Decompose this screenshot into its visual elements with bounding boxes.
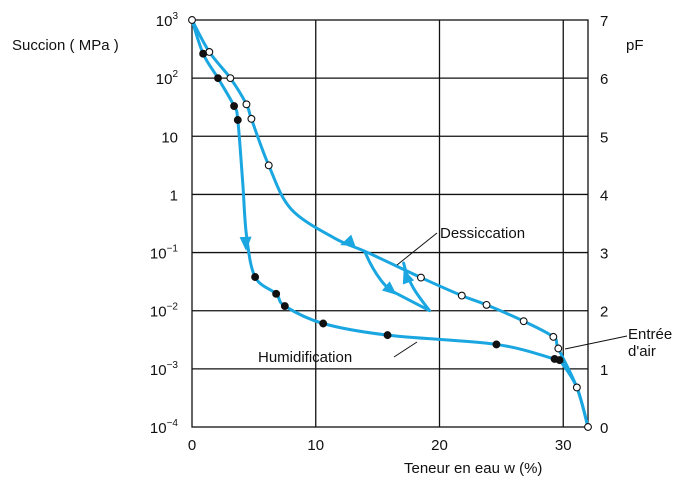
y-tick-exponent: −2 <box>167 302 179 313</box>
dessiccation-point <box>519 317 528 326</box>
x-tick-label: 20 <box>431 437 448 454</box>
y-tick-label-right: 7 <box>600 13 608 30</box>
humidification-point <box>492 340 501 349</box>
y-tick-base: 10 <box>156 13 173 30</box>
y-tick-label-right: 2 <box>600 304 608 321</box>
plot-frame <box>191 19 589 428</box>
data-markers <box>188 16 592 431</box>
arrowhead <box>382 281 397 295</box>
dessiccation-point <box>226 74 235 83</box>
y-tick-exponent: 2 <box>172 69 178 80</box>
x-axis-label: Teneur en eau w (%) <box>404 460 542 477</box>
y-tick-base: 10 <box>150 362 167 379</box>
humidification-point <box>199 49 208 58</box>
humidification-point <box>383 331 392 340</box>
leader-entree <box>564 335 628 350</box>
y-axis-label-right: pF <box>626 37 644 54</box>
dessiccation-curve <box>190 18 590 429</box>
y-tick-label-left: 1 <box>170 187 178 204</box>
annotation-entree-line2: d'air <box>628 343 656 360</box>
y-tick-label-left: 10−1 <box>150 244 179 263</box>
dessiccation-point <box>549 332 558 341</box>
dessiccation-point <box>247 114 256 123</box>
curves <box>190 18 590 429</box>
humidification-point <box>251 273 260 281</box>
arrowhead <box>340 234 356 246</box>
dessiccation-point <box>416 273 425 282</box>
y-tick-base: 10 <box>150 304 167 321</box>
y-tick-label-right: 6 <box>600 71 608 88</box>
y-tick-base: 1 <box>170 187 178 204</box>
arrowhead <box>239 236 252 251</box>
y-tick-label-right: 0 <box>600 420 608 437</box>
x-tick-label: 0 <box>188 437 196 454</box>
leader-dessiccation <box>396 232 438 266</box>
x-tick-label: 30 <box>555 437 572 454</box>
y-tick-base: 10 <box>161 129 178 146</box>
y-tick-base: 10 <box>156 71 173 88</box>
y-tick-exponent: −4 <box>167 418 179 429</box>
dessiccation-point <box>482 300 491 309</box>
y-tick-label-left: 10−4 <box>150 418 179 437</box>
y-tick-exponent: −3 <box>167 360 179 371</box>
y-tick-label-right: 4 <box>600 187 608 204</box>
dessiccation-point <box>572 383 581 392</box>
arrowhead <box>402 269 415 285</box>
y-axis-label-left: Succion ( MPa ) <box>12 37 119 54</box>
y-tick-exponent: 3 <box>172 11 178 22</box>
grid <box>191 19 589 428</box>
y-tick-label-left: 10−3 <box>150 360 179 379</box>
humidification-point <box>214 74 222 83</box>
dessiccation-point <box>554 344 563 353</box>
x-tick-label: 10 <box>307 437 324 454</box>
y-tick-base: 10 <box>150 246 167 263</box>
y-tick-label-right: 5 <box>600 129 608 146</box>
y-tick-exponent: −1 <box>167 244 179 255</box>
y-tick-label-left: 10 <box>161 129 178 146</box>
arrow-drying <box>340 234 356 246</box>
annotation-dessiccation: Dessiccation <box>440 225 525 242</box>
y-tick-label-left: 10−2 <box>150 302 179 321</box>
y-tick-label-left: 102 <box>156 69 179 88</box>
arrow-loop-up <box>402 269 415 285</box>
dessiccation-point <box>188 16 196 24</box>
y-tick-label-right: 3 <box>600 246 608 263</box>
humidification-point <box>555 356 564 365</box>
humidification-point <box>272 289 281 298</box>
dessiccation-point <box>584 423 592 431</box>
humidification-point <box>230 102 239 111</box>
leader-humidification <box>393 341 418 358</box>
humidification-curve <box>190 18 590 429</box>
annotation-entree-line1: Entrée <box>628 326 672 343</box>
humidification-point <box>280 302 289 311</box>
humidification-point <box>233 116 242 124</box>
dessiccation-point <box>264 161 273 170</box>
arrow-loop-down <box>382 281 397 295</box>
dessiccation-point <box>242 100 251 109</box>
y-tick-label-right: 1 <box>600 362 608 379</box>
arrow-wetting <box>239 236 252 251</box>
annotation-humidification: Humidification <box>258 349 352 366</box>
scanning-loop <box>363 251 432 313</box>
y-tick-label-left: 103 <box>156 11 179 30</box>
y-tick-base: 10 <box>150 420 167 437</box>
humidification-point <box>319 319 328 328</box>
dessiccation-point <box>457 291 466 300</box>
